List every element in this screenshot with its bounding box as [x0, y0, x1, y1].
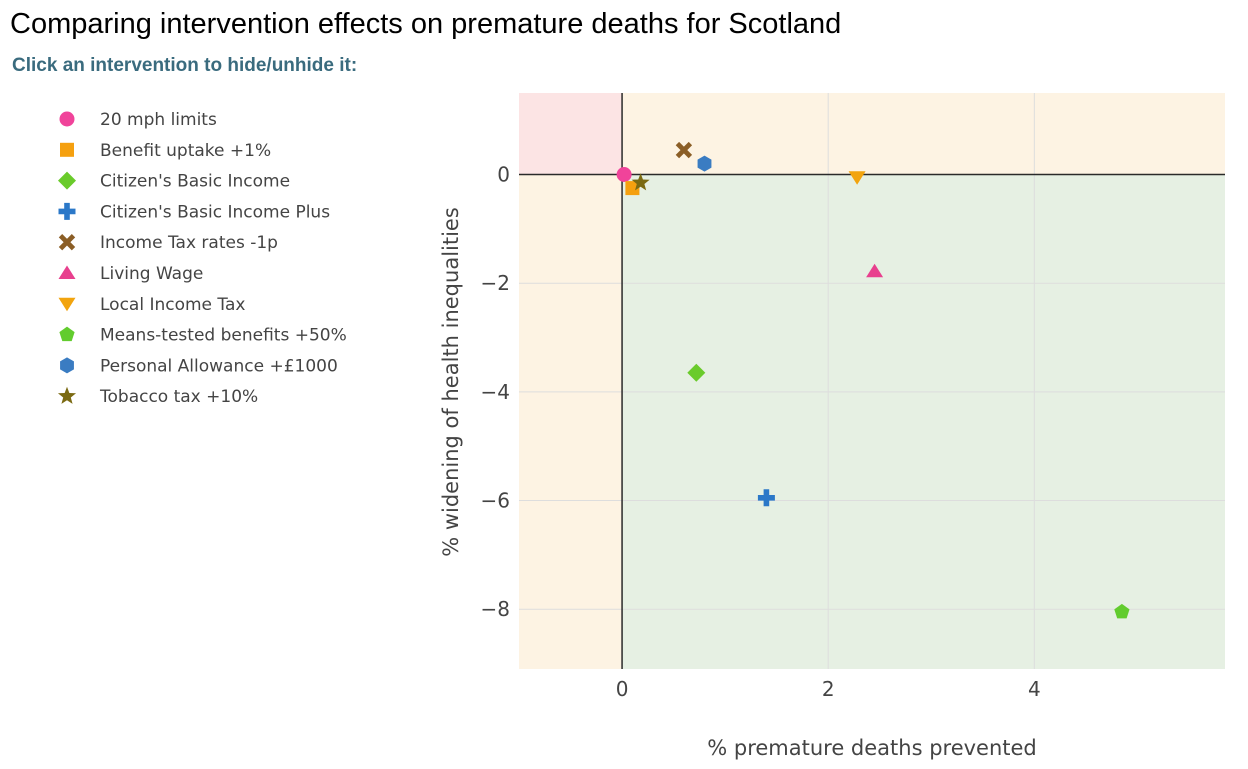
- grid-lines: [519, 93, 1225, 669]
- page-title: Comparing intervention effects on premat…: [10, 8, 842, 40]
- legend-item-means-tested-benefits-50[interactable]: Means-tested benefits +50%: [50, 321, 380, 349]
- x-axis-label: % premature deaths prevented: [707, 736, 1037, 760]
- x-tick-label: 0: [616, 677, 629, 701]
- point-personal-allowance-1000[interactable]: [697, 155, 712, 172]
- y-tick-label: −2: [481, 271, 510, 295]
- legend-marker-icon: [60, 142, 74, 157]
- legend-item-local-income-tax[interactable]: Local Income Tax: [50, 290, 380, 318]
- legend-marker-icon: [58, 265, 76, 279]
- quadrant-top-right: [622, 93, 1225, 175]
- y-axis-ticks: 0 −2 −4 −6 −8: [481, 163, 510, 622]
- point-benefit-uptake-1[interactable]: [625, 181, 640, 196]
- legend-item-tobacco-tax-10[interactable]: Tobacco tax +10%: [50, 382, 380, 410]
- legend-item-income-tax-rates-1p[interactable]: Income Tax rates -1p: [50, 228, 380, 256]
- x-tick-label: 2: [822, 677, 835, 701]
- quadrant-top-left: [519, 93, 623, 175]
- legend-item-personal-allowance-1000[interactable]: Personal Allowance +£1000: [50, 351, 380, 379]
- legend-label: Citizen's Basic Income Plus: [100, 202, 330, 222]
- legend-marker-icon: [59, 326, 75, 342]
- legend-marker-icon: [58, 171, 76, 190]
- legend-label: Living Wage: [100, 264, 203, 284]
- point-means-tested-benefits-50[interactable]: [1114, 603, 1130, 619]
- legend-label: Local Income Tax: [100, 295, 245, 315]
- legend-label: Means-tested benefits +50%: [100, 326, 347, 346]
- y-tick-label: −4: [481, 380, 510, 404]
- legend-item-20-mph-limits[interactable]: 20 mph limits: [50, 105, 380, 133]
- point-local-income-tax[interactable]: [848, 171, 866, 185]
- data-points[interactable]: [616, 141, 1130, 619]
- y-tick-label: 0: [497, 163, 510, 187]
- legend-item-citizen-s-basic-income[interactable]: Citizen's Basic Income: [50, 167, 380, 195]
- legend-label: Income Tax rates -1p: [100, 233, 278, 253]
- legend-marker-icon: [60, 357, 74, 374]
- legend-marker-icon: [58, 297, 76, 312]
- legend-label: Personal Allowance +£1000: [100, 356, 338, 376]
- y-axis-label: % widening of health inequalities: [439, 207, 463, 557]
- x-tick-label: 4: [1028, 677, 1041, 701]
- zero-lines: [519, 93, 1225, 669]
- legend-item-benefit-uptake-1[interactable]: Benefit uptake +1%: [50, 136, 380, 164]
- legend-label: Tobacco tax +10%: [99, 387, 258, 407]
- y-tick-label: −8: [481, 597, 510, 621]
- legend-label: Benefit uptake +1%: [100, 141, 271, 161]
- legend-item-living-wage[interactable]: Living Wage: [50, 259, 380, 287]
- point-citizen-s-basic-income-plus[interactable]: [757, 489, 775, 507]
- legend-instruction: Click an intervention to hide/unhide it:: [12, 55, 358, 76]
- legend-marker-icon: [58, 234, 76, 251]
- point-tobacco-tax-10[interactable]: [631, 173, 650, 191]
- point-income-tax-rates-1p[interactable]: [675, 141, 693, 159]
- point-living-wage[interactable]: [866, 263, 884, 278]
- legend-marker-icon: [58, 202, 76, 220]
- legend-marker-icon: [59, 111, 75, 127]
- y-tick-label: −6: [481, 489, 510, 513]
- legend[interactable]: 20 mph limits Benefit uptake +1% Citizen's…: [50, 105, 380, 410]
- x-axis-ticks: 0 2 4: [616, 677, 1041, 701]
- legend-item-citizen-s-basic-income-plus[interactable]: Citizen's Basic Income Plus: [50, 197, 380, 225]
- legend-label: Citizen's Basic Income: [100, 172, 290, 192]
- plot-background: [519, 93, 1225, 669]
- quadrant-bottom-right: [622, 174, 1225, 669]
- point-citizen-s-basic-income[interactable]: [687, 363, 706, 382]
- legend-marker-icon: [57, 386, 77, 404]
- quadrant-bottom-left: [519, 174, 623, 669]
- point-20-mph-limits[interactable]: [616, 167, 632, 182]
- legend-label: 20 mph limits: [100, 110, 217, 130]
